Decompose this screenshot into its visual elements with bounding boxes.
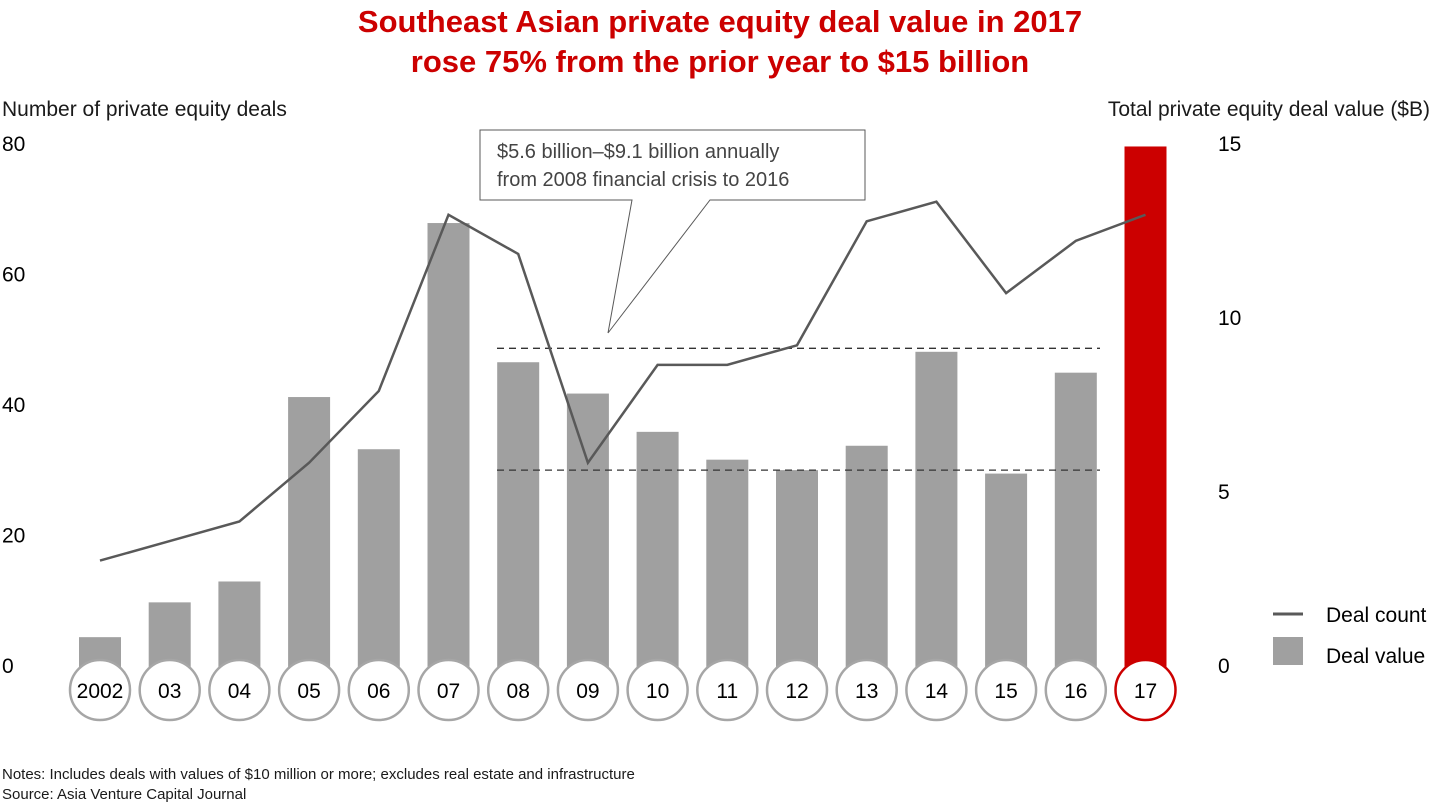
- x-tick-label: 05: [297, 680, 320, 703]
- x-tick-label: 06: [367, 680, 390, 703]
- x-tick-label: 17: [1134, 680, 1157, 703]
- right-axis-tick: 10: [1218, 307, 1241, 330]
- right-axis-tick: 5: [1218, 481, 1230, 504]
- year-circle-05: [277, 658, 341, 722]
- annotation-callout: $5.6 billion–$9.1 billion annually from …: [479, 129, 866, 334]
- year-circle-06: [347, 658, 411, 722]
- x-tick-label: 15: [994, 680, 1017, 703]
- left-axis-tick: 80: [2, 133, 25, 156]
- bar-12: [776, 470, 818, 690]
- year-circle-03: [138, 658, 201, 722]
- title-line-1: Southeast Asian private equity deal valu…: [357, 4, 1083, 39]
- year-circle-17: [1114, 658, 1177, 722]
- notes-text: Notes: Includes deals with values of $10…: [2, 766, 635, 783]
- legend-label-deal-count: Deal count: [1326, 604, 1427, 627]
- year-circle-07: [417, 658, 480, 722]
- year-circle-16: [1044, 658, 1108, 722]
- footnotes: Notes: Includes deals with values of $10…: [2, 765, 635, 805]
- year-circle-12: [765, 658, 829, 722]
- bar-05: [288, 397, 331, 690]
- year-circle-08: [486, 658, 550, 722]
- legend-bar-swatch: [1273, 637, 1303, 665]
- x-tick-label: 10: [646, 680, 669, 703]
- legend-label-deal-value: Deal value: [1326, 645, 1425, 668]
- bar-08: [497, 362, 540, 690]
- legend: Deal count Deal value: [1273, 604, 1427, 668]
- left-axis-tick: 0: [2, 655, 14, 678]
- source-text: Source: Asia Venture Capital Journal: [2, 786, 247, 803]
- x-tick-label: 16: [1064, 680, 1087, 703]
- left-axis-tick: 60: [2, 264, 25, 287]
- bar-10: [636, 431, 679, 690]
- annotation-line-1: $5.6 billion–$9.1 billion annually: [497, 141, 779, 163]
- bar-16: [1054, 372, 1097, 690]
- year-circle-04: [208, 658, 271, 722]
- right-axis-tick: 15: [1218, 133, 1241, 156]
- x-tick-label: 04: [228, 680, 252, 703]
- x-tick-label: 07: [437, 680, 460, 703]
- year-circle-2002: [68, 658, 132, 722]
- title-line-2: rose 75% from the prior year to $15 bill…: [410, 44, 1030, 79]
- right-axis-title: Total private equity deal value ($B): [1107, 98, 1430, 121]
- x-tick-label: 11: [716, 680, 738, 703]
- left-axis-tick: 20: [2, 525, 25, 548]
- year-circle-10: [626, 658, 689, 722]
- bar-07: [427, 223, 470, 691]
- year-circle-09: [556, 658, 620, 722]
- bar-17: [1124, 146, 1167, 691]
- bar-11: [706, 459, 749, 690]
- chart-title: Southeast Asian private equity deal valu…: [0, 2, 1440, 82]
- annotation-line-2: from 2008 financial crisis to 2016: [497, 169, 789, 191]
- left-axis-title: Number of private equity deals: [2, 98, 287, 121]
- x-tick-label: 08: [507, 680, 530, 703]
- year-circle-13: [835, 658, 898, 722]
- right-axis-tick: 0: [1218, 655, 1230, 678]
- bar-14: [915, 351, 958, 690]
- bar-13: [845, 445, 888, 690]
- bar-09: [566, 393, 609, 690]
- year-circle-15: [974, 658, 1038, 722]
- left-axis-tick: 40: [2, 394, 25, 417]
- x-tick-label: 12: [785, 680, 808, 703]
- year-circle-14: [905, 658, 968, 722]
- bar-15: [985, 473, 1028, 690]
- x-tick-label: 14: [925, 680, 949, 703]
- x-tick-label: 03: [158, 680, 181, 703]
- year-circle-11: [696, 658, 759, 722]
- x-tick-label: 09: [576, 680, 599, 703]
- bar-06: [357, 449, 400, 690]
- x-tick-label: 2002: [77, 680, 124, 703]
- x-tick-label: 13: [855, 680, 878, 703]
- deal-count-line: [99, 200, 1146, 562]
